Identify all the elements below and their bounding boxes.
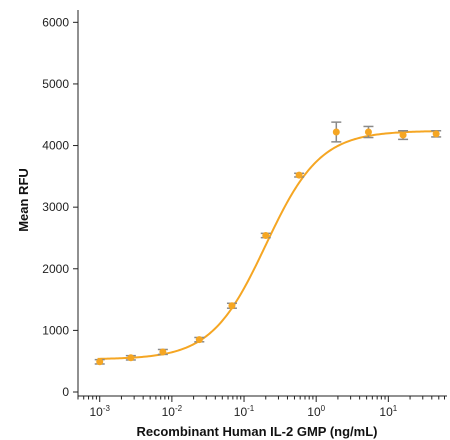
x-tick-label: 10-1 — [234, 404, 255, 419]
data-point — [399, 131, 407, 139]
data-point — [262, 232, 270, 240]
x-axis-title: Recombinant Human IL-2 GMP (ng/mL) — [137, 424, 378, 439]
data-point — [228, 302, 236, 310]
data-point — [127, 354, 135, 362]
data-points — [96, 128, 440, 366]
y-tick-label: 6000 — [42, 15, 69, 29]
x-axis: 10-3 10-2 10-1 100 101 — [77, 395, 447, 419]
y-axis: 0 1000 2000 3000 4000 5000 6000 — [42, 10, 79, 399]
x-tick-label: 10-2 — [162, 404, 183, 419]
data-point — [96, 358, 104, 366]
fit-curve-layer — [97, 130, 439, 360]
fit-curve — [97, 130, 439, 360]
data-point — [432, 130, 440, 138]
y-tick-label: 0 — [62, 385, 69, 399]
y-tick-label: 4000 — [42, 139, 69, 153]
y-tick-label: 1000 — [42, 323, 69, 337]
data-point — [195, 336, 203, 344]
data-point — [332, 128, 340, 136]
x-tick-label: 101 — [379, 404, 397, 419]
y-tick-label: 2000 — [42, 262, 69, 276]
x-tick-label: 100 — [307, 404, 325, 419]
data-point — [364, 128, 372, 136]
data-point — [159, 348, 167, 356]
x-tick-label: 10-3 — [89, 404, 110, 419]
error-bars — [94, 121, 442, 365]
data-point — [295, 171, 303, 179]
y-tick-label: 5000 — [42, 77, 69, 91]
y-tick-label: 3000 — [42, 200, 69, 214]
y-axis-title: Mean RFU — [16, 168, 31, 232]
